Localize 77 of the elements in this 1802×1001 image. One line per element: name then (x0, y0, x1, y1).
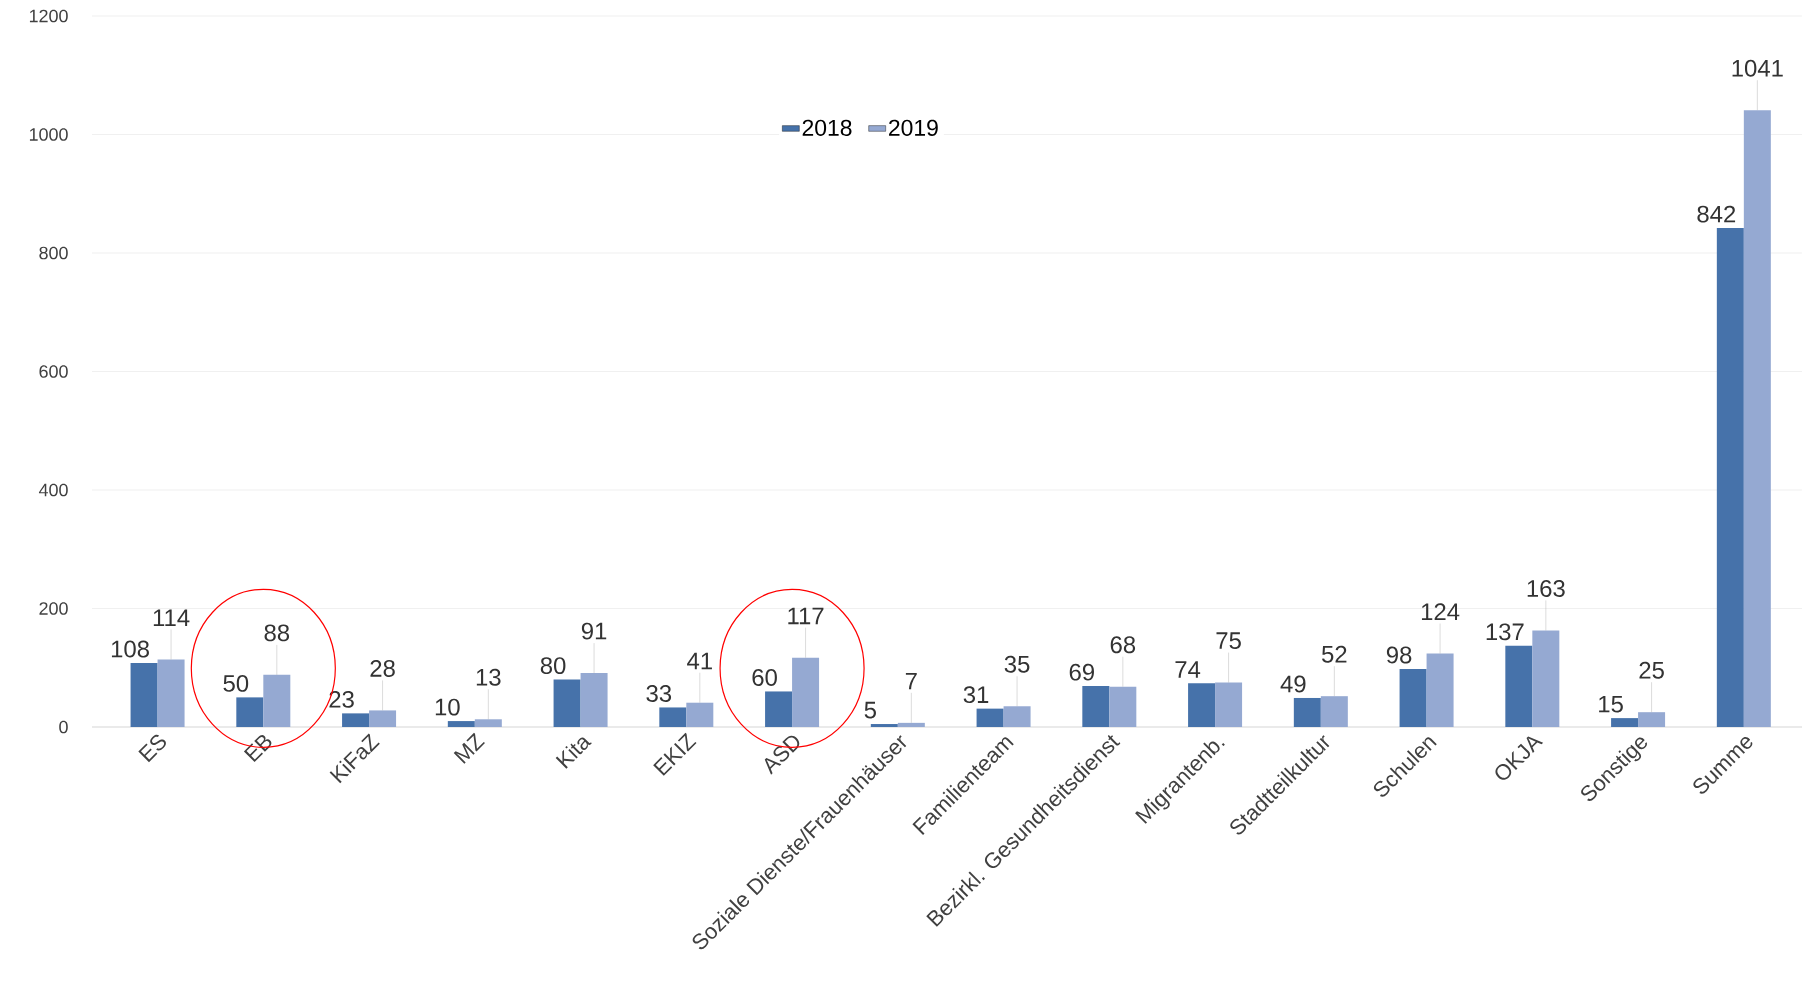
bar (369, 710, 397, 727)
data-label: 88 (264, 624, 290, 642)
bar (1320, 696, 1348, 727)
data-label: 49 (1280, 675, 1306, 693)
data-label: 1041 (1732, 59, 1783, 77)
y-tick-label: 400 (38, 483, 68, 497)
bar (1003, 706, 1031, 727)
bar (263, 674, 291, 727)
data-label: 137 (1486, 623, 1524, 641)
x-tick-label: EB (243, 734, 272, 763)
data-label: 33 (646, 685, 672, 702)
data-label: 13 (476, 668, 501, 686)
data-label: 35 (1004, 655, 1030, 673)
data-label: 124 (1421, 603, 1460, 621)
bar (897, 722, 925, 727)
bar (1716, 228, 1744, 727)
bar (765, 691, 793, 727)
y-tick-label: 1200 (29, 9, 68, 23)
bar (447, 721, 475, 727)
data-label: 74 (1175, 661, 1201, 678)
bar (976, 708, 1004, 727)
data-label: 23 (329, 690, 354, 708)
bar (157, 659, 185, 727)
data-label: 68 (1110, 636, 1136, 654)
x-tick-label: ES (138, 734, 166, 763)
bar (1188, 683, 1216, 727)
data-label: 7 (905, 672, 917, 690)
bar (1399, 668, 1427, 727)
data-label: 75 (1216, 632, 1241, 650)
bar (1109, 686, 1137, 727)
bar (1611, 718, 1639, 727)
data-label: 52 (1321, 645, 1347, 663)
bar (1215, 682, 1243, 727)
data-label: 15 (1599, 695, 1623, 713)
bar (1293, 697, 1321, 727)
y-tick-label: 0 (59, 720, 68, 734)
legend-label: 2018 (802, 119, 852, 136)
y-tick-label: 1000 (29, 128, 68, 141)
bar (1426, 653, 1454, 727)
data-label: 80 (540, 657, 566, 675)
bar (474, 719, 502, 727)
bar (342, 713, 370, 727)
y-tick-label: 200 (39, 602, 68, 615)
bar (1082, 686, 1110, 727)
bar (553, 679, 581, 727)
data-label: 28 (370, 659, 395, 677)
data-label: 31 (963, 686, 989, 704)
y-tick-label: 800 (39, 246, 68, 260)
y-tick-label: 600 (39, 365, 68, 378)
data-label: 50 (223, 674, 249, 692)
bar (580, 673, 608, 727)
data-label: 25 (1639, 661, 1664, 679)
bar (659, 707, 687, 727)
bar (1638, 712, 1666, 727)
bar (1505, 645, 1533, 727)
x-tick-label: Kita (555, 737, 592, 769)
data-label: 5 (864, 701, 876, 719)
data-label: 41 (687, 652, 712, 670)
bar (792, 657, 820, 727)
bar (1743, 110, 1771, 727)
bar (236, 697, 264, 727)
data-label: 108 (111, 640, 149, 658)
data-label: 98 (1386, 646, 1412, 664)
legend-label: 2019 (889, 119, 938, 136)
bar (1532, 630, 1560, 727)
bar (870, 724, 898, 727)
data-label: 117 (788, 607, 824, 625)
data-label: 91 (581, 622, 607, 640)
bar (686, 702, 714, 727)
data-label: 114 (153, 609, 190, 626)
bar (130, 663, 158, 727)
data-label: 69 (1069, 663, 1094, 681)
x-tick-label: MZ (453, 732, 485, 764)
data-label: 10 (435, 698, 460, 716)
data-label: 163 (1527, 579, 1565, 597)
data-label: 842 (1697, 205, 1736, 223)
data-label: 60 (752, 669, 777, 686)
